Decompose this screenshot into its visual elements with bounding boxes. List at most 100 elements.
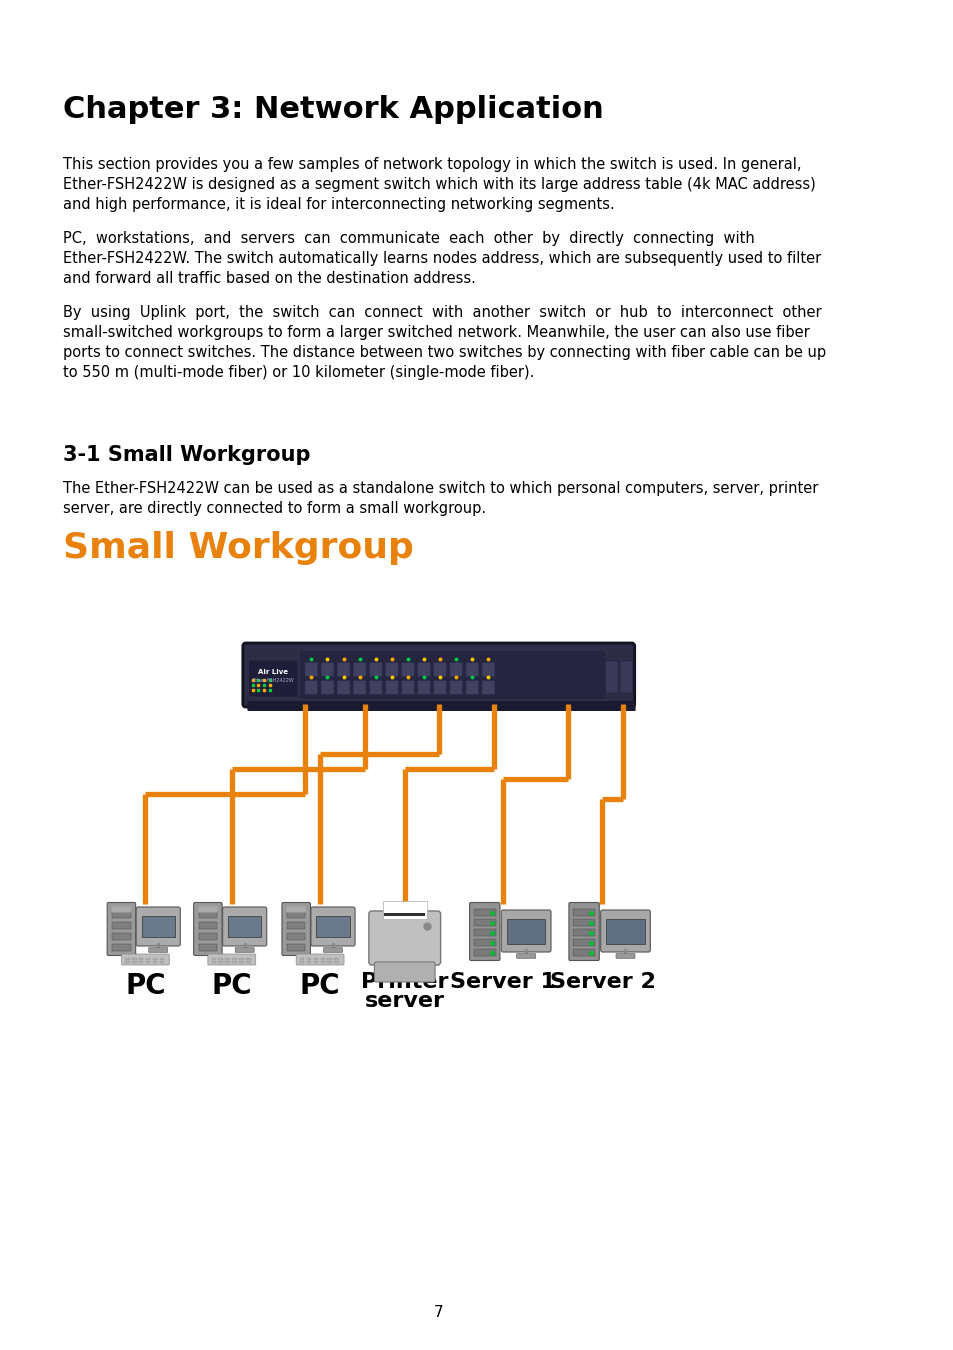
FancyBboxPatch shape <box>295 954 344 965</box>
FancyBboxPatch shape <box>246 960 251 963</box>
FancyBboxPatch shape <box>334 957 338 960</box>
FancyBboxPatch shape <box>307 957 311 960</box>
FancyBboxPatch shape <box>198 933 217 940</box>
FancyBboxPatch shape <box>474 940 496 946</box>
Text: The Ether-FSH2422W can be used as a standalone switch to which personal computer: The Ether-FSH2422W can be used as a stan… <box>63 481 817 495</box>
FancyBboxPatch shape <box>246 957 251 960</box>
FancyBboxPatch shape <box>369 663 382 676</box>
FancyBboxPatch shape <box>605 919 644 944</box>
FancyBboxPatch shape <box>139 957 143 960</box>
FancyBboxPatch shape <box>305 680 317 694</box>
FancyBboxPatch shape <box>401 663 414 676</box>
FancyBboxPatch shape <box>573 940 595 946</box>
FancyBboxPatch shape <box>121 954 169 965</box>
FancyBboxPatch shape <box>218 960 223 963</box>
FancyBboxPatch shape <box>327 957 332 960</box>
FancyBboxPatch shape <box>369 911 440 965</box>
FancyBboxPatch shape <box>334 960 338 963</box>
FancyBboxPatch shape <box>212 957 216 960</box>
FancyBboxPatch shape <box>321 663 334 676</box>
FancyBboxPatch shape <box>141 917 174 937</box>
FancyBboxPatch shape <box>517 953 535 958</box>
FancyBboxPatch shape <box>417 663 430 676</box>
FancyBboxPatch shape <box>232 960 236 963</box>
FancyBboxPatch shape <box>159 957 164 960</box>
FancyBboxPatch shape <box>374 963 435 981</box>
Text: Ether-FSH2422W: Ether-FSH2422W <box>252 678 294 683</box>
FancyBboxPatch shape <box>159 960 164 963</box>
FancyBboxPatch shape <box>449 663 462 676</box>
FancyBboxPatch shape <box>481 680 495 694</box>
FancyBboxPatch shape <box>417 680 430 694</box>
FancyBboxPatch shape <box>149 948 168 952</box>
FancyBboxPatch shape <box>321 680 334 694</box>
FancyBboxPatch shape <box>287 922 305 929</box>
FancyBboxPatch shape <box>232 957 236 960</box>
FancyBboxPatch shape <box>307 960 311 963</box>
Text: PC,  workstations,  and  servers  can  communicate  each  other  by  directly  c: PC, workstations, and servers can commun… <box>63 231 754 246</box>
Text: server, are directly connected to form a small workgroup.: server, are directly connected to form a… <box>63 501 485 516</box>
FancyBboxPatch shape <box>239 957 244 960</box>
FancyBboxPatch shape <box>282 903 310 956</box>
FancyBboxPatch shape <box>287 933 305 940</box>
FancyBboxPatch shape <box>449 680 462 694</box>
FancyBboxPatch shape <box>305 663 317 676</box>
FancyBboxPatch shape <box>336 663 350 676</box>
FancyBboxPatch shape <box>385 680 397 694</box>
FancyBboxPatch shape <box>112 922 131 929</box>
FancyBboxPatch shape <box>132 957 136 960</box>
Text: Printer
server: Printer server <box>360 972 448 1011</box>
FancyBboxPatch shape <box>286 906 306 913</box>
FancyBboxPatch shape <box>314 957 318 960</box>
FancyBboxPatch shape <box>243 643 634 707</box>
FancyBboxPatch shape <box>112 911 131 918</box>
FancyBboxPatch shape <box>369 680 382 694</box>
Text: Air Live: Air Live <box>258 670 288 675</box>
FancyBboxPatch shape <box>469 903 499 960</box>
FancyBboxPatch shape <box>573 909 595 917</box>
Text: small-switched workgroups to form a larger switched network. Meanwhile, the user: small-switched workgroups to form a larg… <box>63 325 808 340</box>
FancyBboxPatch shape <box>146 957 151 960</box>
FancyBboxPatch shape <box>619 662 632 693</box>
FancyBboxPatch shape <box>604 662 618 693</box>
FancyBboxPatch shape <box>225 957 230 960</box>
FancyBboxPatch shape <box>212 960 216 963</box>
FancyBboxPatch shape <box>573 949 595 956</box>
Text: Ether-FSH2422W. The switch automatically learns nodes address, which are subsequ: Ether-FSH2422W. The switch automatically… <box>63 251 820 266</box>
FancyBboxPatch shape <box>353 663 366 676</box>
Text: 3-1 Small Workgroup: 3-1 Small Workgroup <box>63 446 310 464</box>
FancyBboxPatch shape <box>287 911 305 918</box>
Text: and forward all traffic based on the destination address.: and forward all traffic based on the des… <box>63 271 475 286</box>
FancyBboxPatch shape <box>193 903 222 956</box>
FancyBboxPatch shape <box>465 663 478 676</box>
Text: This section provides you a few samples of network topology in which the switch : This section provides you a few samples … <box>63 157 801 171</box>
FancyBboxPatch shape <box>139 960 143 963</box>
FancyBboxPatch shape <box>228 917 261 937</box>
FancyBboxPatch shape <box>198 922 217 929</box>
FancyBboxPatch shape <box>112 906 131 913</box>
Text: By  using  Uplink  port,  the  switch  can  connect  with  another  switch  or  : By using Uplink port, the switch can con… <box>63 305 821 320</box>
Text: PC: PC <box>212 972 252 1000</box>
FancyBboxPatch shape <box>382 900 426 919</box>
FancyBboxPatch shape <box>500 910 551 952</box>
FancyBboxPatch shape <box>616 953 635 958</box>
Text: ports to connect switches. The distance between two switches by connecting with : ports to connect switches. The distance … <box>63 346 824 360</box>
FancyBboxPatch shape <box>320 957 325 960</box>
FancyBboxPatch shape <box>298 649 605 701</box>
FancyBboxPatch shape <box>474 929 496 936</box>
FancyBboxPatch shape <box>299 960 304 963</box>
FancyBboxPatch shape <box>506 919 545 944</box>
FancyBboxPatch shape <box>316 917 349 937</box>
FancyBboxPatch shape <box>336 680 350 694</box>
Text: 7: 7 <box>434 1305 443 1320</box>
Text: and high performance, it is ideal for interconnecting networking segments.: and high performance, it is ideal for in… <box>63 197 614 212</box>
FancyBboxPatch shape <box>299 957 304 960</box>
FancyBboxPatch shape <box>222 907 267 946</box>
FancyBboxPatch shape <box>136 907 180 946</box>
FancyBboxPatch shape <box>327 960 332 963</box>
FancyBboxPatch shape <box>401 680 414 694</box>
FancyBboxPatch shape <box>125 957 130 960</box>
FancyBboxPatch shape <box>465 680 478 694</box>
FancyBboxPatch shape <box>132 960 136 963</box>
FancyBboxPatch shape <box>152 960 157 963</box>
